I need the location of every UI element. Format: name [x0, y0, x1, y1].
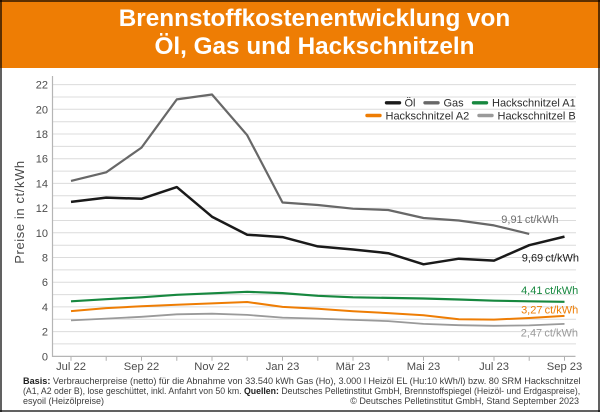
svg-text:12: 12 — [36, 203, 48, 215]
svg-text:Jul 22: Jul 22 — [56, 361, 86, 373]
svg-text:22: 22 — [36, 80, 48, 92]
svg-text:9,91 ct/kWh: 9,91 ct/kWh — [501, 214, 558, 226]
svg-text:2,47 ct/kWh: 2,47 ct/kWh — [521, 327, 578, 339]
svg-text:Jul 23: Jul 23 — [479, 361, 509, 373]
svg-text:9,69 ct/kWh: 9,69 ct/kWh — [522, 252, 579, 264]
svg-text:Sep 22: Sep 22 — [124, 361, 159, 373]
svg-text:20: 20 — [36, 104, 48, 116]
svg-text:Jan 23: Jan 23 — [266, 361, 300, 373]
svg-text:Mär 23: Mär 23 — [336, 361, 371, 373]
svg-text:4,41 ct/kWh: 4,41 ct/kWh — [521, 285, 578, 297]
svg-text:8: 8 — [42, 253, 48, 265]
svg-text:18: 18 — [36, 129, 48, 141]
svg-text:Nov 22: Nov 22 — [194, 361, 229, 373]
svg-text:4: 4 — [42, 302, 48, 314]
svg-text:Hackschnitzel A2: Hackschnitzel A2 — [386, 110, 470, 122]
svg-text:Hackschnitzel B: Hackschnitzel B — [498, 110, 576, 122]
svg-text:Hackschnitzel A1: Hackschnitzel A1 — [492, 98, 576, 110]
svg-text:10: 10 — [36, 228, 48, 240]
svg-text:Öl: Öl — [405, 98, 416, 110]
svg-text:Mai 23: Mai 23 — [407, 361, 441, 373]
svg-text:14: 14 — [36, 178, 48, 190]
svg-text:Preise in ct/kWh: Preise in ct/kWh — [12, 160, 27, 264]
svg-text:6: 6 — [42, 277, 48, 289]
svg-text:Gas: Gas — [444, 98, 465, 110]
svg-text:2: 2 — [42, 327, 48, 339]
svg-text:16: 16 — [36, 154, 48, 166]
svg-text:3,27 ct/kWh: 3,27 ct/kWh — [521, 305, 578, 317]
svg-text:0: 0 — [42, 351, 48, 363]
svg-text:Sep 23: Sep 23 — [547, 361, 582, 373]
